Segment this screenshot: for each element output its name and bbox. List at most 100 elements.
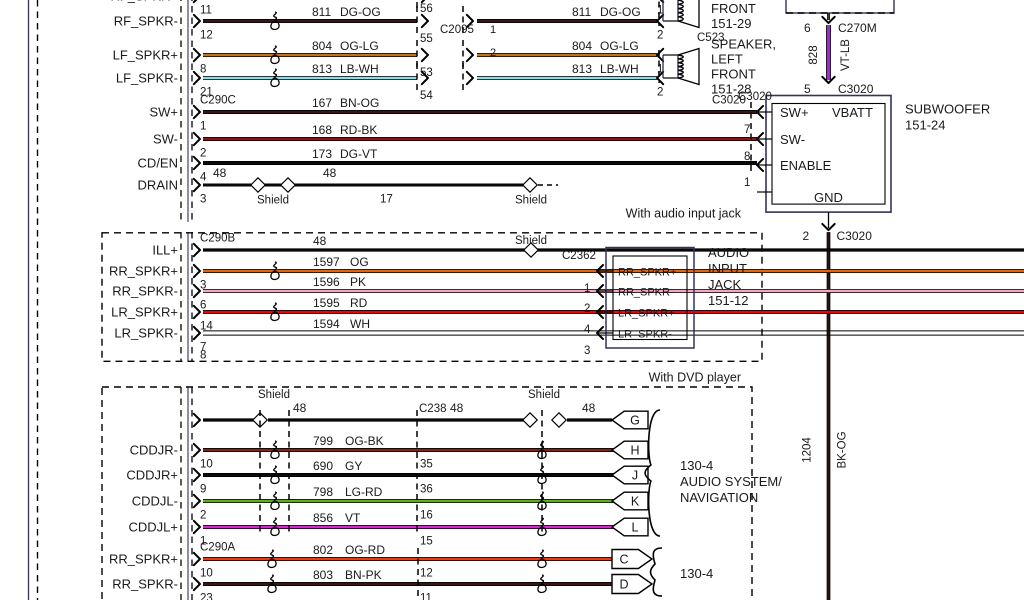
svg-text:2: 2	[584, 303, 590, 315]
svg-text:DG-OG: DG-OG	[340, 5, 381, 19]
svg-text:BN-PK: BN-PK	[345, 568, 382, 582]
svg-text:3: 3	[584, 345, 590, 357]
svg-text:GND: GND	[814, 190, 843, 205]
svg-text:48: 48	[582, 401, 596, 415]
svg-text:VBATT: VBATT	[832, 105, 873, 120]
svg-text:2: 2	[657, 30, 663, 42]
svg-text:48: 48	[313, 234, 327, 248]
svg-text:173: 173	[312, 147, 332, 161]
svg-text:48: 48	[323, 166, 337, 180]
svg-text:2: 2	[657, 87, 663, 99]
svg-text:INPUT: INPUT	[708, 261, 747, 276]
svg-text:1594: 1594	[313, 317, 340, 331]
svg-text:OG-BK: OG-BK	[345, 434, 384, 448]
svg-text:CDDJL-: CDDJL-	[132, 494, 178, 509]
svg-text:C3020: C3020	[738, 91, 772, 103]
svg-text:C2362: C2362	[562, 250, 596, 262]
svg-text:SPEAKER,: SPEAKER,	[711, 37, 776, 52]
svg-text:C3020: C3020	[838, 82, 874, 96]
svg-text:CDDJR+: CDDJR+	[126, 468, 178, 483]
svg-text:CDDJL+: CDDJL+	[129, 520, 179, 535]
svg-text:11: 11	[420, 593, 432, 600]
svg-text:OG: OG	[350, 255, 369, 269]
svg-text:23: 23	[200, 593, 213, 600]
svg-text:1595: 1595	[313, 296, 340, 310]
svg-text:54: 54	[420, 90, 433, 102]
svg-text:804: 804	[572, 39, 592, 53]
svg-text:RD: RD	[350, 296, 368, 310]
svg-text:AUDIO: AUDIO	[708, 245, 749, 260]
svg-text:7: 7	[744, 124, 750, 136]
svg-text:OG-LG: OG-LG	[340, 39, 379, 53]
svg-text:9: 9	[200, 484, 206, 496]
svg-text:802: 802	[313, 543, 333, 557]
svg-text:DG-OG: DG-OG	[600, 5, 641, 19]
svg-text:811: 811	[312, 5, 331, 19]
svg-text:SUBWOOFER: SUBWOOFER	[905, 102, 990, 117]
svg-text:130-4: 130-4	[680, 566, 713, 581]
svg-text:RR_SPKR-: RR_SPKR-	[112, 284, 178, 299]
svg-text:8: 8	[200, 350, 206, 362]
svg-text:LF_SPKR-: LF_SPKR-	[116, 71, 178, 86]
svg-text:BN-OG: BN-OG	[340, 96, 379, 110]
svg-text:C290B: C290B	[200, 233, 235, 245]
svg-text:ILL+: ILL+	[152, 243, 178, 258]
svg-text:AUDIO SYSTEM/: AUDIO SYSTEM/	[680, 474, 782, 489]
svg-text:10: 10	[200, 568, 213, 580]
svg-text:SW-: SW-	[780, 132, 805, 147]
svg-text:C2095: C2095	[440, 24, 474, 36]
svg-text:C290C: C290C	[200, 95, 236, 107]
svg-text:2: 2	[200, 148, 206, 160]
svg-text:151-24: 151-24	[905, 118, 945, 133]
svg-text:LR_SPKR-: LR_SPKR-	[618, 328, 672, 340]
svg-text:11: 11	[200, 5, 212, 17]
svg-text:C3020: C3020	[837, 229, 873, 243]
svg-text:17: 17	[380, 194, 393, 206]
svg-text:1: 1	[200, 121, 206, 133]
svg-text:DG-VT: DG-VT	[340, 147, 378, 161]
svg-text:56: 56	[420, 3, 433, 15]
svg-text:690: 690	[313, 459, 333, 473]
svg-text:RR_SPKR+: RR_SPKR+	[109, 552, 178, 567]
svg-text:1204: 1204	[802, 437, 814, 463]
svg-text:RD-BK: RD-BK	[340, 123, 377, 137]
svg-text:C238: C238	[419, 403, 447, 415]
svg-text:4: 4	[584, 324, 591, 336]
svg-text:48: 48	[293, 401, 307, 415]
svg-text:803: 803	[313, 568, 333, 582]
svg-text:167: 167	[312, 96, 332, 110]
svg-text:SW+: SW+	[149, 105, 178, 120]
svg-text:PK: PK	[350, 275, 366, 289]
svg-text:VT-LB: VT-LB	[840, 39, 852, 71]
svg-text:CDDJR-: CDDJR-	[130, 443, 178, 458]
svg-text:LF_SPKR+: LF_SPKR+	[113, 48, 178, 63]
svg-text:130-4: 130-4	[680, 458, 713, 473]
svg-text:6: 6	[804, 21, 811, 35]
svg-text:OG-LG: OG-LG	[600, 39, 639, 53]
svg-text:LB-WH: LB-WH	[600, 62, 639, 76]
svg-text:804: 804	[312, 39, 332, 53]
svg-text:LB-WH: LB-WH	[340, 62, 379, 76]
svg-text:With DVD player: With DVD player	[649, 371, 741, 385]
svg-text:8: 8	[744, 151, 750, 163]
svg-text:CD/EN: CD/EN	[138, 156, 178, 171]
svg-text:LR_SPKR+: LR_SPKR+	[618, 307, 675, 319]
svg-text:48: 48	[450, 401, 464, 415]
svg-text:2: 2	[490, 47, 496, 59]
svg-text:RR_SPKR-: RR_SPKR-	[112, 577, 178, 592]
svg-text:LR_SPKR+: LR_SPKR+	[111, 305, 178, 320]
svg-text:1596: 1596	[313, 275, 340, 289]
svg-text:4: 4	[200, 172, 207, 184]
svg-text:JACK: JACK	[708, 277, 742, 292]
svg-text:OG-RD: OG-RD	[345, 543, 385, 557]
svg-text:1: 1	[584, 283, 590, 295]
svg-text:C290A: C290A	[200, 542, 235, 554]
svg-text:SW-: SW-	[153, 132, 178, 147]
svg-text:55: 55	[420, 33, 433, 45]
svg-text:Shield: Shield	[515, 235, 547, 247]
svg-text:RF_SPKR+: RF_SPKR+	[110, 0, 178, 4]
svg-text:With audio input jack: With audio input jack	[626, 207, 742, 221]
svg-text:35: 35	[420, 459, 433, 471]
svg-text:BK-OG: BK-OG	[837, 431, 849, 468]
svg-text:6: 6	[200, 300, 206, 312]
